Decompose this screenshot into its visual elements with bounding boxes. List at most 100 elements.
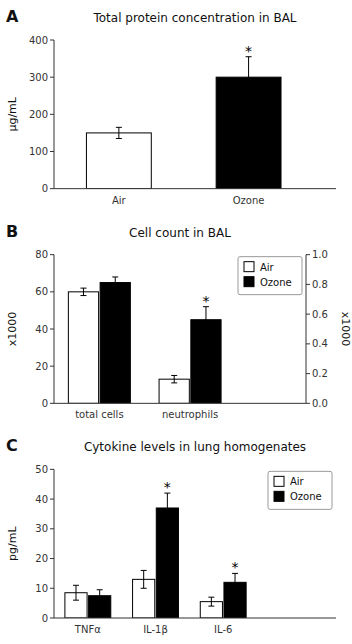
legend-box — [238, 257, 302, 295]
x-tick-label: total cells — [75, 409, 123, 420]
error-line — [75, 585, 76, 600]
error-bar — [80, 288, 86, 295]
x-axis-line — [54, 188, 336, 189]
y-tick — [50, 618, 54, 619]
y-tick-label: 200 — [29, 109, 48, 120]
bar — [191, 320, 221, 404]
error-bar — [73, 585, 79, 600]
y-tick — [50, 499, 54, 500]
panel-label: A — [6, 7, 19, 26]
y2-tick — [306, 314, 310, 315]
y2-tick-label: 0.0 — [312, 398, 328, 409]
y-tick-label: 400 — [29, 35, 48, 46]
y-tick-label: 0 — [42, 398, 48, 409]
error-cap — [116, 127, 122, 128]
error-cap — [112, 276, 118, 277]
y-tick-label: 20 — [35, 361, 48, 372]
error-line — [174, 375, 175, 382]
error-line — [118, 127, 119, 138]
panel: A Total protein concentration in BAL 0 100 2… — [6, 7, 336, 206]
error-bar — [164, 493, 170, 523]
y-tick-label: 0 — [42, 183, 48, 194]
y2-tick-label: 0.8 — [312, 279, 328, 290]
error-line — [143, 570, 144, 588]
y2-tick-label: 0.4 — [312, 338, 328, 349]
error-line — [115, 277, 116, 288]
y-tick-label: 40 — [35, 324, 48, 335]
x-tick-label: neutrophils — [162, 409, 218, 420]
error-cap — [97, 589, 103, 590]
y-tick — [50, 40, 54, 41]
title: Cell count in BAL — [129, 226, 231, 240]
y2-tick — [306, 373, 310, 374]
error-cap — [164, 522, 170, 523]
marks — [86, 57, 281, 189]
x-tick-label: Ozone — [233, 195, 265, 206]
error-cap — [112, 288, 118, 289]
x-tick-label: TNFα — [74, 624, 101, 635]
y-tick-label: 0 — [42, 613, 48, 624]
error-cap — [80, 295, 86, 296]
annotation: * — [245, 43, 252, 59]
y-axis-line — [54, 255, 55, 404]
y2-tick — [306, 284, 310, 285]
y-tick-label: 60 — [35, 286, 48, 297]
y-axis-label: µg/mL — [6, 96, 19, 131]
error-bar — [112, 277, 118, 288]
error-bar — [203, 307, 209, 333]
error-line — [205, 307, 206, 333]
y-tick — [50, 291, 54, 292]
y-tick — [50, 588, 54, 589]
y-tick-label: 30 — [35, 523, 48, 534]
y-tick-label: 100 — [29, 146, 48, 157]
marks — [65, 493, 246, 618]
y-tick — [50, 403, 54, 404]
y2-axis-line — [306, 255, 307, 404]
y-tick-label: 50 — [35, 464, 48, 475]
marks — [68, 277, 221, 403]
y-tick-label: 300 — [29, 72, 48, 83]
panel: B Cell count in BAL 0 20 40 60 80 x1000 0.0 0.2 0.… — [6, 222, 352, 421]
y2-axis-label: x1000 — [339, 312, 352, 347]
x-axis-line — [54, 618, 336, 619]
error-bar — [208, 597, 214, 606]
y-tick — [50, 528, 54, 529]
error-bar — [116, 127, 122, 138]
error-bar — [246, 57, 252, 98]
legend-label: Air — [260, 262, 275, 273]
y-tick — [50, 329, 54, 330]
error-line — [211, 597, 212, 606]
error-bar — [141, 570, 147, 588]
legend: AirOzone — [238, 257, 302, 295]
bar — [100, 283, 130, 404]
error-bar — [171, 375, 177, 382]
error-cap — [208, 597, 214, 598]
y2-tick-label: 0.2 — [312, 368, 328, 379]
legend-label: Air — [290, 476, 305, 487]
y2-tick-label: 0.6 — [312, 309, 328, 320]
y2-tick-label: 1.0 — [312, 249, 328, 260]
y-tick — [50, 114, 54, 115]
error-cap — [73, 585, 79, 586]
legend-swatch — [244, 262, 254, 272]
x-tick-label: Air — [112, 195, 127, 206]
title: Total protein concentration in BAL — [92, 11, 296, 25]
x-tick-label: IL-6 — [214, 624, 232, 635]
y-tick — [50, 254, 54, 255]
error-cap — [80, 288, 86, 289]
y2-tick — [306, 403, 310, 404]
legend-swatch — [274, 491, 284, 501]
error-bar — [97, 590, 103, 602]
legend-swatch — [274, 476, 284, 486]
error-line — [99, 590, 100, 602]
error-cap — [232, 591, 238, 592]
y-axis-label: x1000 — [6, 312, 19, 347]
y-tick-label: 80 — [35, 249, 48, 260]
y-axis-label: pg/mL — [6, 526, 19, 561]
y2-tick — [306, 343, 310, 344]
error-cap — [141, 570, 147, 571]
panel-label: B — [6, 222, 18, 241]
error-cap — [141, 588, 147, 589]
legend-box — [268, 471, 332, 509]
bar — [159, 379, 189, 403]
